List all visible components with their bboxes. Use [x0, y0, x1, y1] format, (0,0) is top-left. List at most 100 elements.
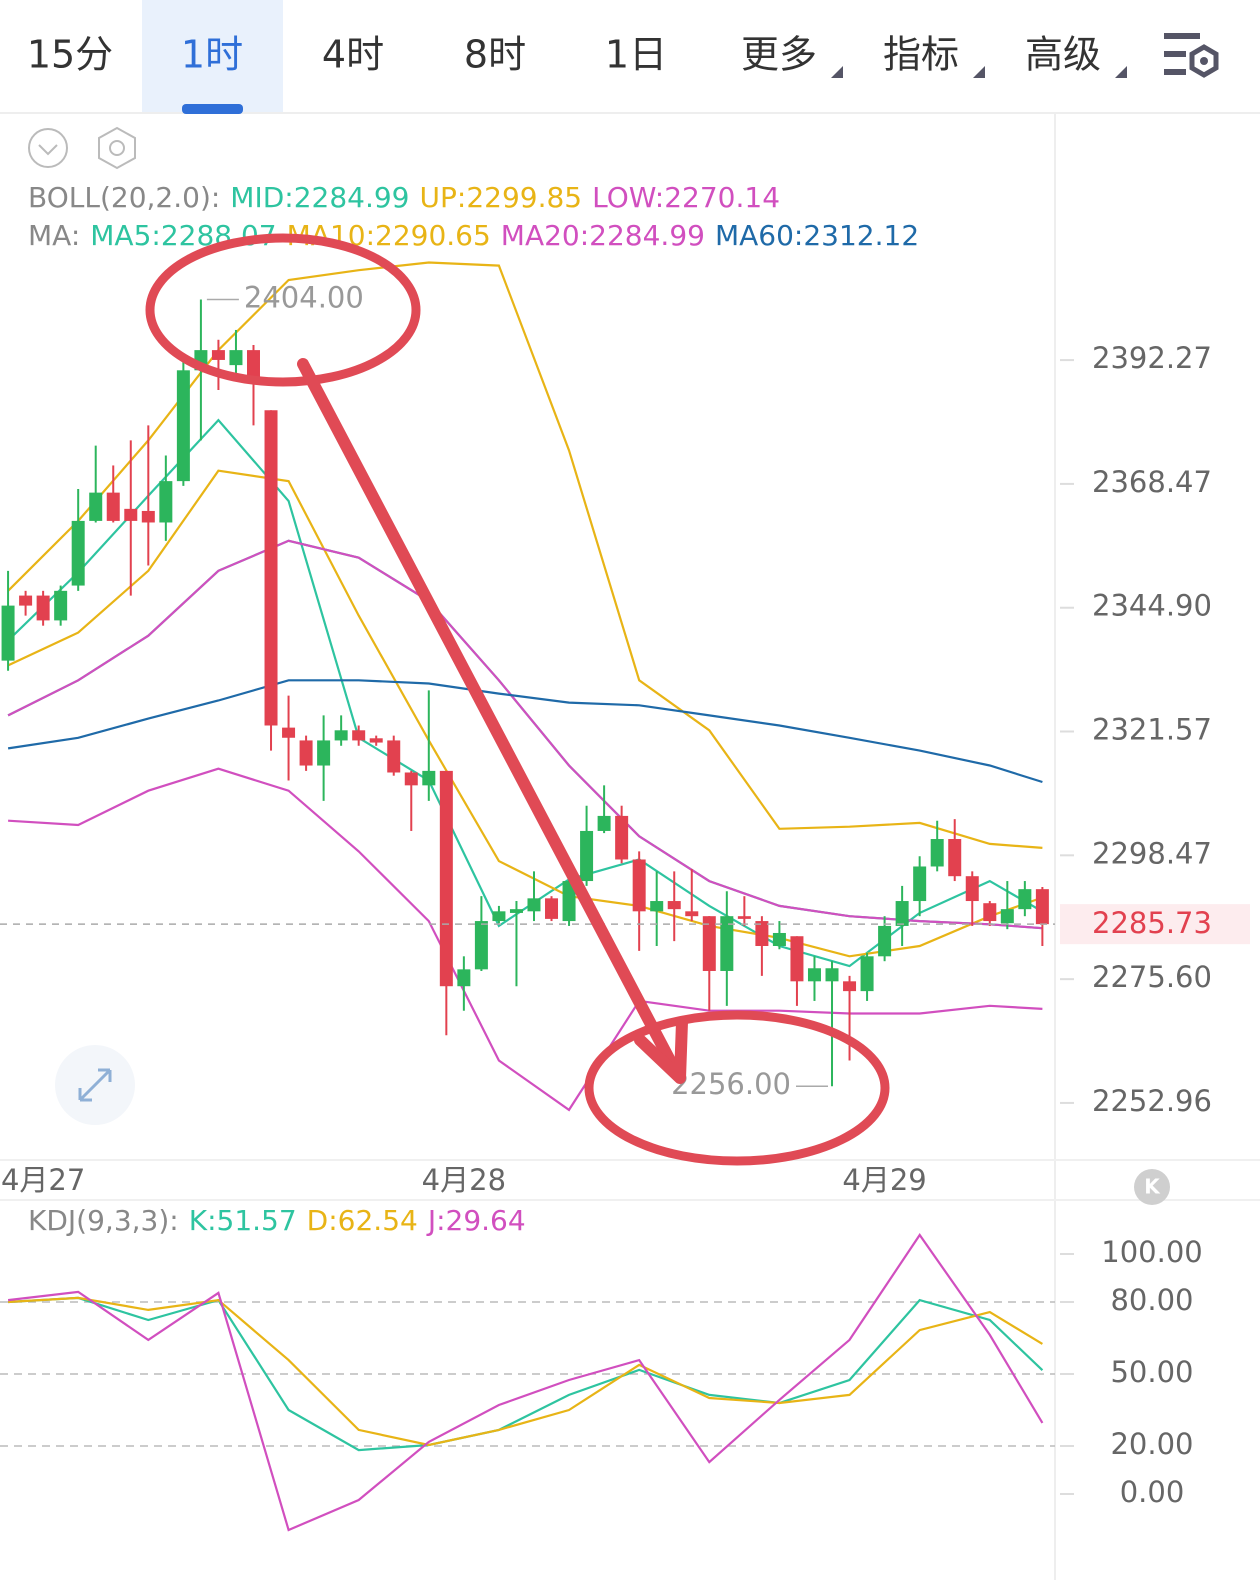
indicator-line: [7, 261, 1043, 849]
candle-body: [860, 956, 874, 992]
candle-body: [229, 350, 243, 366]
candle-body: [1035, 889, 1049, 925]
candle-body: [562, 881, 576, 922]
icon-circle: [28, 128, 68, 168]
extreme-label: 2256.00: [671, 1067, 791, 1101]
legend-item: K:51.57: [189, 1204, 297, 1237]
candle-body: [439, 770, 453, 987]
candle-body: [790, 936, 804, 982]
arrow-head: [634, 1016, 688, 1084]
icon-bar: [1164, 51, 1186, 57]
candle-body: [930, 839, 944, 867]
candle-body: [825, 968, 839, 982]
candle-body: [54, 590, 68, 621]
candle-body: [457, 969, 471, 987]
icon-chevron: [38, 144, 58, 156]
expand-arrows: [78, 1068, 112, 1102]
icon-dot: [109, 140, 125, 156]
candle-body: [282, 727, 296, 738]
menu-dropdown[interactable]: 指标: [883, 33, 959, 77]
candle-body: [141, 510, 155, 523]
candle-body: [667, 901, 681, 910]
icon-hex: [98, 126, 136, 170]
kline-button[interactable]: [1134, 1169, 1170, 1205]
x-tick-label: 4月27: [1, 1163, 85, 1197]
legend-item: UP:2299.85: [420, 181, 583, 214]
candle-body: [720, 916, 734, 971]
y-tick-label: 2252.96: [1092, 1084, 1212, 1118]
x-tick-label: 4月29: [842, 1163, 926, 1197]
candle-body: [422, 770, 436, 786]
candle-body: [807, 968, 821, 982]
candle-body: [702, 916, 716, 971]
candle-body: [755, 921, 769, 946]
indicator-line: [8, 1296, 1043, 1447]
candle-body: [369, 738, 383, 743]
indicator-line: [8, 1296, 1044, 1452]
icon-hex: [1189, 44, 1219, 78]
settings-hex-icon[interactable]: [98, 126, 136, 170]
candle-body: [71, 520, 85, 586]
candle-body: [895, 901, 909, 926]
legend-item: MA5:2288.07: [90, 219, 276, 252]
candle-body: [89, 492, 103, 521]
settings-icon[interactable]: [1164, 33, 1219, 78]
indicator-line: [7, 679, 1043, 784]
candle-body: [211, 350, 225, 360]
candle-body: [843, 981, 857, 992]
indicator-line: [7, 1233, 1044, 1532]
hand-drawn-annotations: [145, 233, 890, 1166]
timeframe-tab[interactable]: 1日: [605, 33, 667, 77]
candle-body: [36, 595, 50, 621]
extreme-label: 2404.00: [244, 281, 364, 315]
candle-body: [299, 740, 313, 766]
collapse-icon[interactable]: [28, 128, 68, 168]
menu-dropdown[interactable]: 更多: [741, 33, 817, 77]
kline-button-label: K: [1144, 1175, 1161, 1199]
y-tick-label: 2344.90: [1092, 589, 1212, 623]
candle-body: [983, 903, 997, 922]
legend-item: MA:: [28, 219, 80, 252]
candle-body: [1018, 889, 1032, 910]
dropdown-caret: [973, 66, 985, 78]
candle-body: [1000, 909, 1014, 924]
menu-dropdown[interactable]: 高级: [1025, 33, 1101, 77]
candle-body: [474, 921, 488, 970]
legend-item: MID:2284.99: [230, 181, 409, 214]
legend-item: LOW:2270.14: [592, 181, 780, 214]
y-tick-label: 2321.57: [1092, 713, 1212, 747]
legend-item: MA20:2284.99: [501, 219, 705, 252]
y-tick-label: 2392.27: [1092, 341, 1212, 375]
candle-body: [545, 898, 559, 919]
candle-body: [878, 925, 892, 957]
legend-item: D:62.54: [307, 1204, 418, 1237]
last-price-bg: [1060, 904, 1250, 945]
legend-item: J:29.64: [426, 1204, 526, 1237]
icon-bar: [1164, 69, 1186, 75]
expand-button[interactable]: [55, 1045, 135, 1125]
candle-body: [492, 911, 506, 922]
y-tick-label: 2275.60: [1092, 960, 1212, 994]
timeframe-tab[interactable]: 15分: [27, 33, 113, 77]
candle-body: [615, 815, 629, 860]
candle-body: [124, 508, 138, 521]
candle-body: [246, 350, 260, 381]
icon-bar: [1164, 33, 1200, 39]
candle-body: [527, 898, 541, 912]
last-price-label: 2285.73: [1092, 906, 1212, 940]
candle-body: [685, 911, 699, 917]
indicator-legend: BOLL(20,2.0): MID:2284.99 UP:2299.85 LOW:22…: [28, 181, 780, 214]
dropdown-caret: [1115, 66, 1127, 78]
icon-dot: [1200, 57, 1208, 65]
candle-body: [632, 859, 646, 912]
candle-body: [317, 740, 331, 766]
candle-body: [159, 481, 173, 523]
indicator-line: [7, 539, 1043, 930]
y-tick-label: 50.00: [1110, 1355, 1193, 1389]
legend-item: BOLL(20,2.0):: [28, 181, 220, 214]
timeframe-tab[interactable]: 8时: [464, 33, 526, 77]
timeframe-tab[interactable]: 4时: [322, 33, 384, 77]
timeframe-tab[interactable]: 1时: [181, 33, 243, 77]
